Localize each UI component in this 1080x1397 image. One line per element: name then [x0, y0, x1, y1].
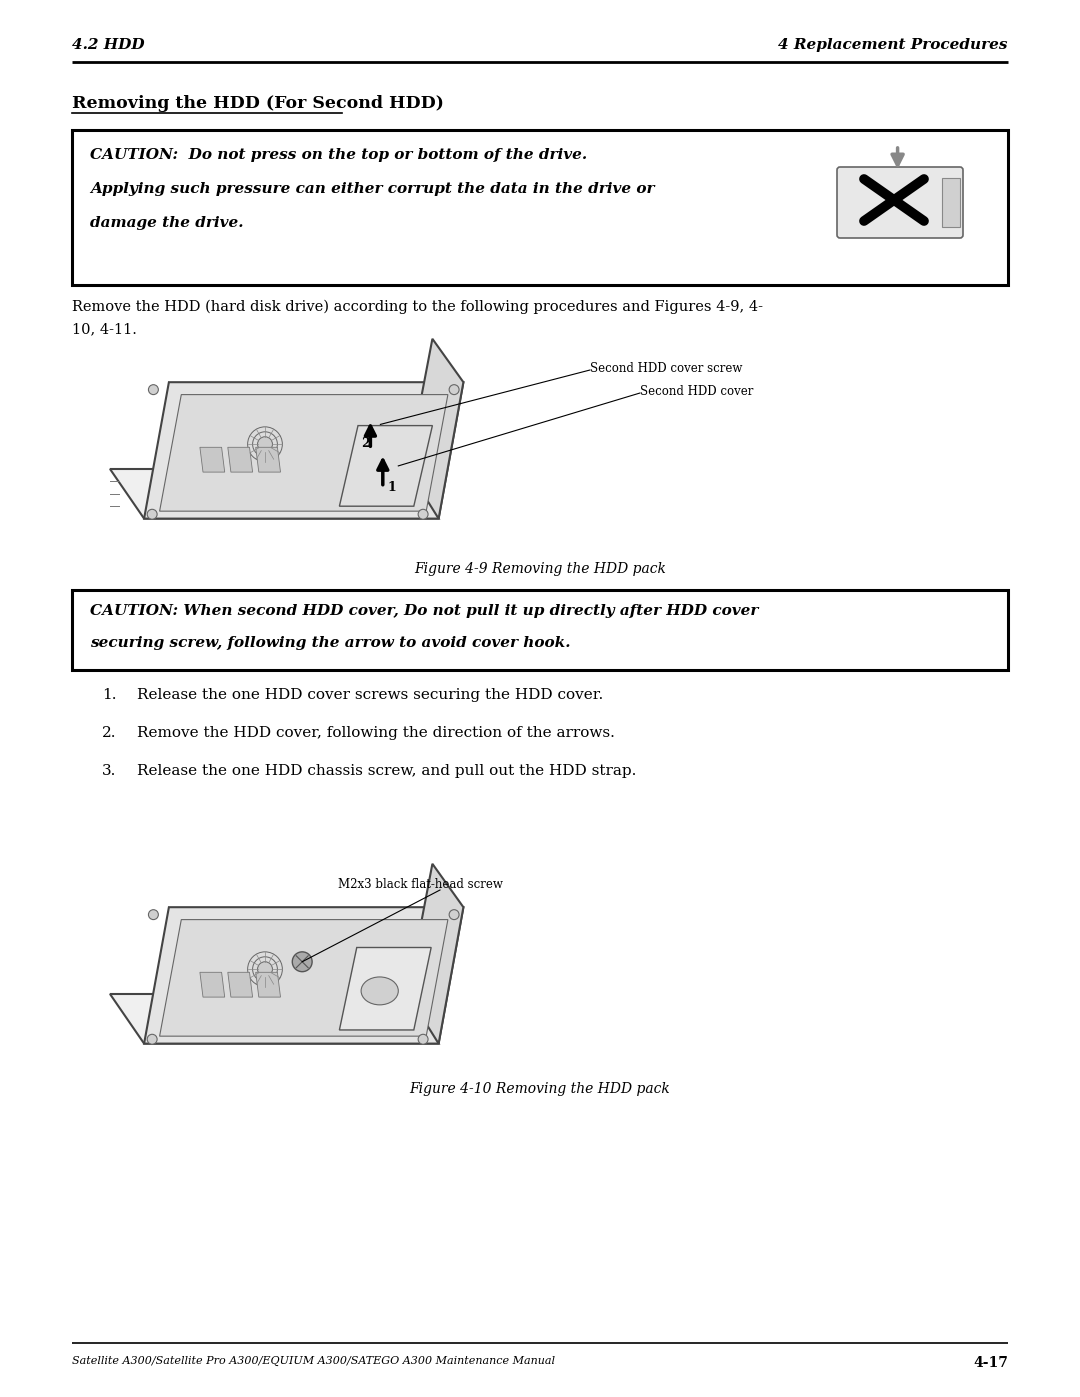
- Text: 3.: 3.: [102, 764, 117, 778]
- Polygon shape: [228, 447, 253, 472]
- Polygon shape: [339, 947, 431, 1030]
- Polygon shape: [228, 972, 253, 997]
- Polygon shape: [339, 426, 432, 506]
- Text: Release the one HDD chassis screw, and pull out the HDD strap.: Release the one HDD chassis screw, and p…: [137, 764, 636, 778]
- Polygon shape: [144, 383, 463, 518]
- Text: M2x3 black flat‑head screw: M2x3 black flat‑head screw: [338, 877, 502, 891]
- Text: Figure 4-10 Removing the HDD pack: Figure 4-10 Removing the HDD pack: [409, 1083, 671, 1097]
- Text: Removing the HDD (For Second HDD): Removing the HDD (For Second HDD): [72, 95, 444, 112]
- Circle shape: [418, 1034, 428, 1044]
- Text: securing screw, following the arrow to avoid cover hook.: securing screw, following the arrow to a…: [90, 636, 570, 650]
- Text: 4.2 HDD: 4.2 HDD: [72, 38, 145, 52]
- Text: 4-17: 4-17: [973, 1356, 1008, 1370]
- Text: 2: 2: [361, 437, 369, 450]
- Circle shape: [449, 384, 459, 394]
- Circle shape: [449, 909, 459, 919]
- FancyBboxPatch shape: [72, 590, 1008, 671]
- Text: Remove the HDD (hard disk drive) according to the following procedures and Figur: Remove the HDD (hard disk drive) accordi…: [72, 300, 762, 314]
- Circle shape: [148, 384, 159, 394]
- Polygon shape: [160, 919, 448, 1037]
- Text: Figure 4-9 Removing the HDD pack: Figure 4-9 Removing the HDD pack: [414, 562, 666, 576]
- Text: CAUTION:  Do not press on the top or bottom of the drive.: CAUTION: Do not press on the top or bott…: [90, 148, 588, 162]
- Text: 1: 1: [388, 481, 396, 493]
- Text: Release the one HDD cover screws securing the HDD cover.: Release the one HDD cover screws securin…: [137, 687, 604, 703]
- Polygon shape: [160, 394, 448, 511]
- Polygon shape: [110, 469, 438, 518]
- Text: Remove the HDD cover, following the direction of the arrows.: Remove the HDD cover, following the dire…: [137, 726, 615, 740]
- Polygon shape: [200, 972, 225, 997]
- Text: 10, 4-11.: 10, 4-11.: [72, 321, 137, 337]
- Circle shape: [418, 510, 428, 520]
- Polygon shape: [144, 907, 463, 1044]
- Circle shape: [293, 951, 312, 972]
- Text: damage the drive.: damage the drive.: [90, 217, 243, 231]
- Text: 4 Replacement Procedures: 4 Replacement Procedures: [779, 38, 1008, 52]
- Circle shape: [257, 961, 272, 977]
- Circle shape: [148, 909, 159, 919]
- Polygon shape: [407, 863, 463, 1044]
- Text: Applying such pressure can either corrupt the data in the drive or: Applying such pressure can either corrup…: [90, 182, 654, 196]
- FancyBboxPatch shape: [72, 130, 1008, 285]
- Ellipse shape: [361, 977, 399, 1004]
- Circle shape: [147, 1034, 157, 1044]
- Bar: [942, 177, 960, 226]
- FancyBboxPatch shape: [837, 168, 963, 237]
- Text: Satellite A300/Satellite Pro A300/EQUIUM A300/SATEGO A300 Maintenance Manual: Satellite A300/Satellite Pro A300/EQUIUM…: [72, 1356, 555, 1366]
- Polygon shape: [110, 995, 438, 1044]
- Text: Second HDD cover: Second HDD cover: [640, 386, 754, 398]
- Polygon shape: [256, 972, 281, 997]
- Text: CAUTION: When second HDD cover, Do not pull it up directly after HDD cover: CAUTION: When second HDD cover, Do not p…: [90, 604, 758, 617]
- Text: 2.: 2.: [102, 726, 117, 740]
- Text: 1.: 1.: [102, 687, 117, 703]
- Text: Second HDD cover screw: Second HDD cover screw: [590, 362, 742, 374]
- Polygon shape: [200, 447, 225, 472]
- Circle shape: [147, 510, 157, 520]
- Polygon shape: [407, 339, 463, 518]
- Polygon shape: [256, 447, 281, 472]
- Circle shape: [257, 437, 272, 451]
